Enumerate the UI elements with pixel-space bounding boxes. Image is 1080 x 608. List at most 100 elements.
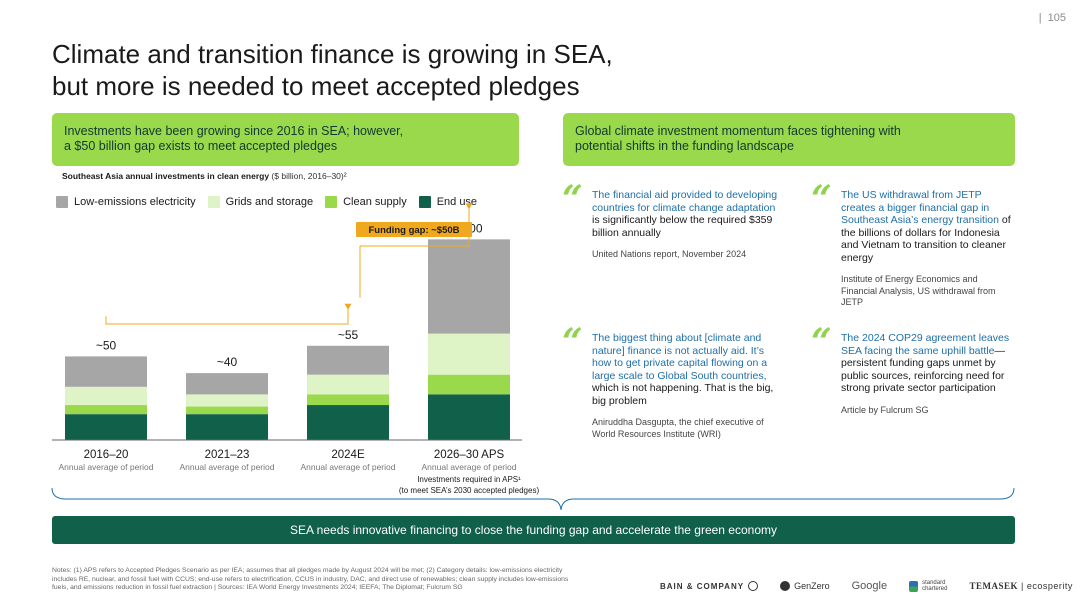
bar-segment: [428, 374, 510, 395]
section-brace: [51, 487, 1015, 511]
bar-segment: [65, 356, 147, 387]
bar-segment: [65, 414, 147, 440]
bar-segment: [428, 333, 510, 375]
page-number: | 105: [1038, 12, 1066, 24]
quote-text: The US withdrawal from JETP creates a bi…: [841, 189, 1016, 264]
quote-source: Aniruddha Dasgupta, the chief executive …: [592, 417, 764, 439]
bar-segment: [186, 394, 268, 407]
quote-rest: —persistent funding gaps unmet by public…: [841, 344, 1006, 395]
bain-circle-icon: [748, 581, 759, 591]
title-line-2: but more is needed to meet accepted pled…: [52, 71, 580, 101]
left-panel-line-2: a $50 billion gap exists to meet accepte…: [64, 139, 338, 153]
category-sublabel: Annual average of period: [422, 462, 517, 472]
aps-note-line-2: (to meet SEA’s 2030 accepted pledges): [399, 486, 540, 495]
quote-mark-icon: “: [811, 178, 832, 220]
bain-logo: BAIN & COMPANY: [660, 581, 759, 591]
quote-highlight: The biggest thing about [climate and nat…: [592, 332, 768, 382]
quote-cop29: “ The 2024 COP29 agreement leaves SEA fa…: [811, 324, 1016, 416]
legend-item: Low-emissions electricity: [56, 196, 196, 208]
quote-rest: is significantly below the required $359…: [592, 214, 773, 239]
quote-highlight: The US withdrawal from JETP creates a bi…: [841, 189, 999, 226]
quote-mark-icon: “: [562, 321, 583, 363]
category-sublabel: Annual average of period: [180, 462, 275, 472]
right-panel-line-1: Global climate investment momentum faces…: [575, 124, 901, 138]
aps-note-line-1: Investments required in APS¹: [417, 475, 521, 484]
legend-swatch: [207, 196, 220, 208]
temasek-logo: TEMASEK | ecosperity: [969, 581, 1073, 591]
funding-gap-badge: [356, 222, 472, 237]
quote-mark-icon: “: [562, 178, 583, 220]
bottom-banner: SEA needs innovative financing to close …: [52, 516, 1015, 544]
bar-segment: [428, 394, 510, 440]
quote-mark-icon: “: [811, 321, 832, 363]
chart-title-main: Southeast Asia annual investments in cle…: [62, 171, 270, 181]
quote-text: The 2024 COP29 agreement leaves SEA faci…: [841, 332, 1016, 395]
footnotes: Notes: (1) APS refers to Accepted Pledge…: [52, 567, 569, 592]
quote-source: United Nations report, November 2024: [592, 249, 747, 259]
bain-logo-text: BAIN & COMPANY: [660, 581, 745, 591]
funding-gap-arrowhead: [465, 203, 473, 210]
chart-legend: Low-emissions electricity Grids and stora…: [56, 196, 489, 208]
right-panel-line-2: potential shifts in the funding landscap…: [575, 139, 794, 153]
left-panel-header: Investments have been growing since 2016…: [52, 113, 519, 166]
quote-text: The biggest thing about [climate and nat…: [592, 332, 782, 407]
legend-swatch: [56, 196, 68, 208]
quote-un-report: “ The financial aid provided to developi…: [562, 181, 782, 261]
legend-item: Clean supply: [325, 196, 407, 208]
legend-item: Grids and storage: [207, 196, 314, 208]
quote-jetp: “ The US withdrawal from JETP creates a …: [811, 181, 1016, 309]
data-label: ~40: [217, 355, 238, 369]
bar-segment: [186, 406, 268, 415]
funding-gap-label: Funding gap: ~$50B: [368, 225, 459, 236]
category-label: 2016–20: [84, 449, 129, 461]
google-logo: Google: [851, 580, 888, 592]
growth-bracket: [105, 305, 349, 325]
category-label: 2024E: [331, 449, 365, 461]
bar-segment: [428, 239, 510, 334]
ecosperity-logo-text: ecosperity: [1026, 581, 1073, 591]
page-title: Climate and transition finance is growin…: [52, 38, 752, 102]
legend-label: Low-emissions electricity: [74, 196, 196, 208]
right-panel-header: Global climate investment momentum faces…: [563, 113, 1015, 166]
quote-text: The financial aid provided to developing…: [592, 189, 782, 239]
quote-source: Article by Fulcrum SG: [841, 404, 929, 415]
legend-swatch: [418, 196, 431, 208]
bar-segment: [65, 386, 147, 406]
sc-line-1: standard: [922, 580, 946, 586]
bar-segment: [186, 414, 268, 440]
standard-chartered-logo: standard chartered: [909, 580, 947, 592]
left-panel-line-1: Investments have been growing since 2016…: [64, 124, 404, 138]
quote-highlight: The financial aid provided to developing…: [592, 189, 778, 214]
partner-logos: BAIN & COMPANY GenZero Google standard ch…: [660, 580, 1080, 592]
bar-segment: [307, 374, 389, 395]
genzero-logo: GenZero: [780, 581, 830, 591]
temasek-logo-text: TEMASEK: [969, 581, 1018, 591]
quote-wri: “ The biggest thing about [climate and n…: [562, 324, 782, 440]
bar-segment: [307, 345, 389, 375]
quote-source: Institute of Energy Economics and Financ…: [841, 274, 996, 307]
standard-chartered-icon: [909, 580, 919, 592]
legend-label: Clean supply: [343, 196, 407, 208]
genzero-logo-text: GenZero: [794, 581, 830, 591]
data-label: ~50: [96, 338, 117, 352]
sc-line-2: chartered: [922, 586, 948, 592]
bar-segment: [186, 373, 268, 395]
category-sublabel: Annual average of period: [59, 462, 154, 472]
quote-rest: of the billions of dollars for Indonesia…: [841, 214, 1011, 264]
chart-title: Southeast Asia annual investments in cle…: [62, 171, 347, 181]
legend-swatch: [325, 196, 338, 208]
bar-segment: [65, 405, 147, 415]
title-line-1: Climate and transition finance is growin…: [52, 39, 613, 69]
quote-highlight: The 2024 COP29 agreement leaves SEA faci…: [841, 332, 1010, 357]
legend-label: Grids and storage: [225, 196, 314, 208]
quote-rest: which is not happening. That is the big,…: [592, 382, 774, 407]
bar-segment: [307, 394, 389, 406]
genzero-icon: [780, 581, 791, 591]
category-label: 2021–23: [205, 449, 250, 461]
bar-segment: [307, 405, 389, 440]
chart-title-unit: ($ billion, 2016–30)²: [269, 171, 347, 181]
bracket-arrowhead: [344, 303, 352, 310]
category-label: 2026–30 APS: [434, 449, 505, 461]
data-label: ~55: [338, 328, 359, 342]
